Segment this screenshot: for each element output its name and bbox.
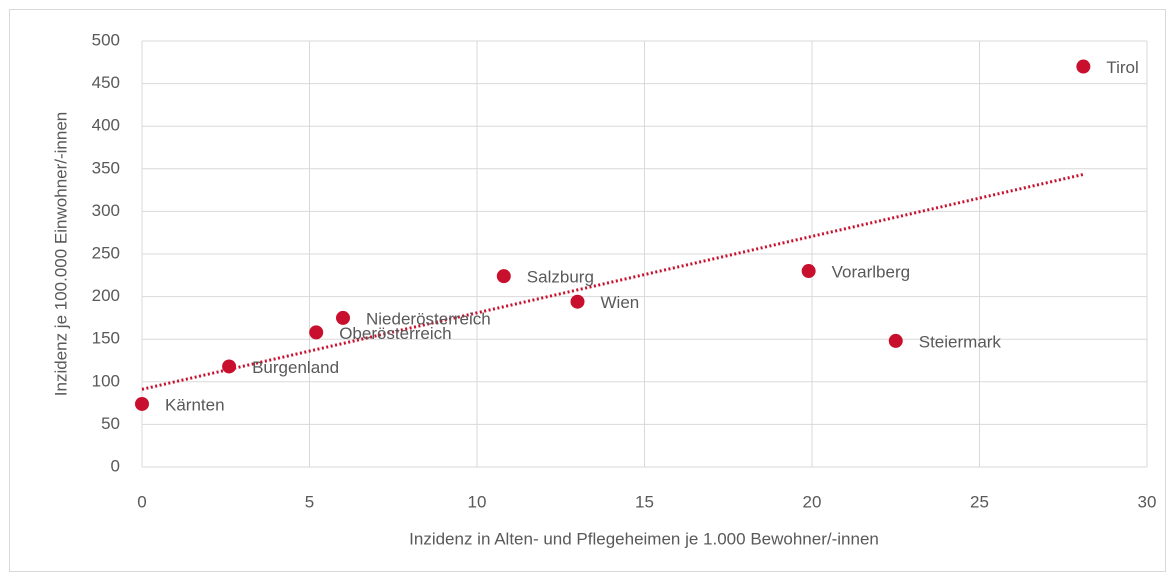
x-tick-label: 20 — [803, 492, 822, 511]
x-tick-label: 10 — [468, 492, 487, 511]
y-tick-label: 500 — [92, 30, 120, 49]
y-tick-label: 100 — [92, 371, 120, 390]
point-label: Tirol — [1106, 58, 1138, 77]
point-label: Niederösterreich — [366, 309, 491, 328]
point — [135, 396, 149, 411]
point-label: Oberösterreich — [339, 324, 451, 343]
y-tick-label: 250 — [92, 243, 120, 262]
x-tick-label: 5 — [305, 492, 314, 511]
point — [570, 294, 585, 309]
trendline — [141, 172, 1084, 391]
point — [336, 310, 350, 325]
x-tick-label: 0 — [137, 492, 146, 511]
point-label: Salzburg — [527, 268, 594, 287]
y-tick-label: 200 — [92, 286, 120, 305]
x-axis-title: Inzidenz in Alten- und Pflegeheimen je 1… — [409, 529, 879, 548]
y-tick-label: 400 — [92, 116, 120, 135]
x-tick-label: 25 — [970, 492, 989, 511]
point — [222, 359, 237, 374]
y-tick-label: 50 — [101, 414, 120, 433]
y-tick-label: 450 — [92, 73, 120, 92]
point-label: Vorarlberg — [832, 263, 910, 282]
point — [801, 264, 816, 279]
y-tick-label: 150 — [92, 329, 120, 348]
point — [496, 269, 511, 284]
y-tick-label: 300 — [92, 201, 120, 220]
chart-frame — [9, 9, 1166, 572]
point-label: Burgenland — [252, 358, 339, 377]
point — [1076, 59, 1091, 74]
y-tick-label: 350 — [92, 158, 120, 177]
x-tick-label: 15 — [635, 492, 654, 511]
point-label: Kärnten — [165, 395, 225, 414]
point-label: Steiermark — [919, 332, 1002, 351]
point-label: Wien — [601, 293, 640, 312]
x-tick-label: 30 — [1138, 492, 1157, 511]
point — [309, 325, 324, 340]
point — [888, 333, 903, 348]
y-axis-title: Inzidenz je 100.000 Einwohner/-innen — [51, 112, 70, 396]
y-tick-label: 0 — [111, 456, 120, 475]
